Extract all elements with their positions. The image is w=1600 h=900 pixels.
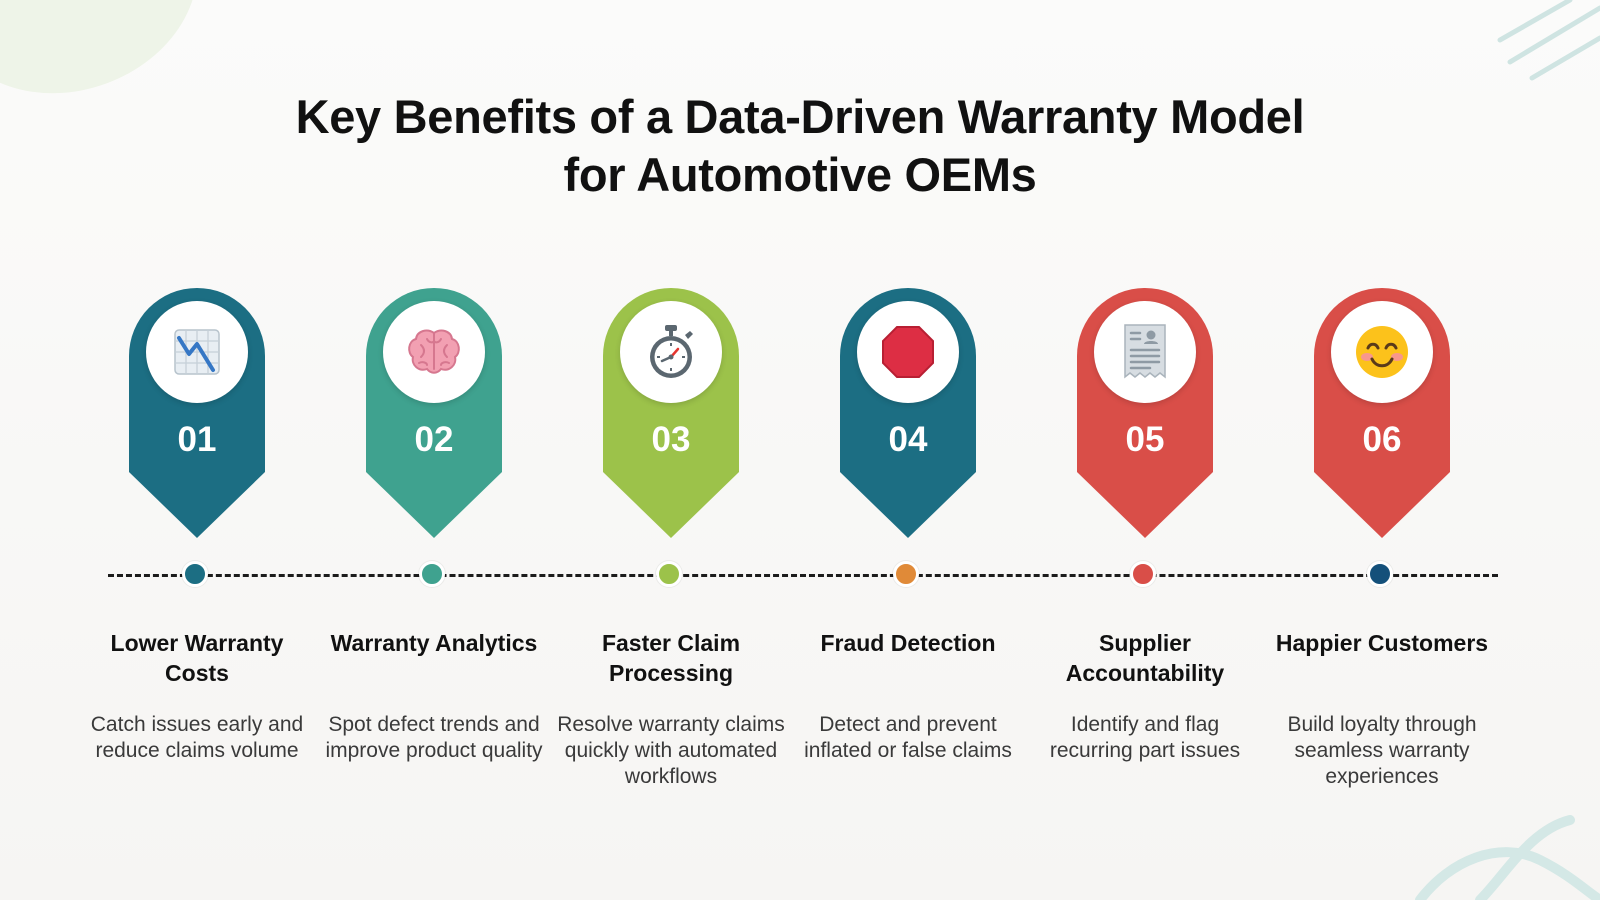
icon-circle: [1094, 301, 1196, 403]
benefit-step-1: 01 Lower Warranty Costs Catch issues ear…: [79, 0, 315, 900]
step-heading: Warranty Analytics: [330, 630, 538, 656]
icon-circle: [1331, 301, 1433, 403]
brain-icon: [408, 329, 460, 374]
pin-marker: 02: [366, 288, 502, 538]
timeline-dot: [1367, 561, 1393, 587]
step-description: Build loyalty through seamless warranty …: [1287, 713, 1477, 788]
icon-circle: [383, 301, 485, 403]
step-description: Resolve warranty claims quickly with aut…: [557, 713, 785, 788]
timeline-dot: [893, 561, 919, 587]
step-heading: Lower Warranty Costs: [110, 630, 284, 686]
step-heading: Supplier Accountability: [1065, 630, 1225, 686]
receipt-icon: [1124, 324, 1166, 379]
benefit-step-3: 03 Faster Claim Processing Resolve warra…: [553, 0, 789, 900]
stop-sign-icon: [882, 326, 934, 378]
step-number: 05: [1125, 420, 1165, 459]
step-number: 02: [414, 420, 454, 459]
step-number: 03: [651, 420, 691, 459]
pin-marker: 01: [129, 288, 265, 538]
step-description: Spot defect trends and improve product q…: [325, 713, 543, 762]
step-description: Catch issues early and reduce claims vol…: [90, 713, 304, 762]
icon-circle: [620, 301, 722, 403]
benefit-step-4: 04 Fraud Detection Detect and prevent in…: [790, 0, 1026, 900]
title-line-2: for Automotive OEMs: [563, 148, 1037, 201]
stopwatch-icon: [650, 325, 693, 378]
timeline-dot: [182, 561, 208, 587]
chart-decreasing-icon: [174, 329, 220, 375]
pin-marker: 05: [1077, 288, 1213, 538]
icon-circle: [857, 301, 959, 403]
page-title: Key Benefits of a Data-Driven Warranty M…: [0, 88, 1600, 204]
step-description: Detect and prevent inflated or false cla…: [804, 713, 1012, 762]
decorative-swirl: [1415, 815, 1600, 900]
benefit-step-2: 02 Warranty Analytics Spot defect trends…: [316, 0, 552, 900]
step-number: 01: [177, 420, 217, 459]
pin-marker: 03: [603, 288, 739, 538]
icon-circle: [146, 301, 248, 403]
timeline-dot: [419, 561, 445, 587]
decorative-strokes: [1497, 0, 1600, 81]
timeline-dashed-line: [108, 574, 1498, 577]
step-description: Identify and flag recurring part issues: [1049, 713, 1241, 762]
timeline-dot: [1130, 561, 1156, 587]
pin-marker: 06: [1314, 288, 1450, 538]
step-heading: Happier Customers: [1275, 630, 1489, 656]
step-number: 04: [888, 420, 928, 459]
benefit-step-6: 06 Happier Customers Build loyalty throu…: [1264, 0, 1500, 900]
benefit-step-5: 05 Supplier Accountability Identify and …: [1027, 0, 1263, 900]
step-heading: Faster Claim Processing: [601, 630, 741, 686]
smiling-face-icon: [1356, 326, 1408, 378]
title-line-1: Key Benefits of a Data-Driven Warranty M…: [295, 90, 1305, 143]
timeline-dot: [656, 561, 682, 587]
step-number: 06: [1362, 420, 1402, 459]
pin-marker: 04: [840, 288, 976, 538]
step-heading: Fraud Detection: [820, 630, 996, 656]
